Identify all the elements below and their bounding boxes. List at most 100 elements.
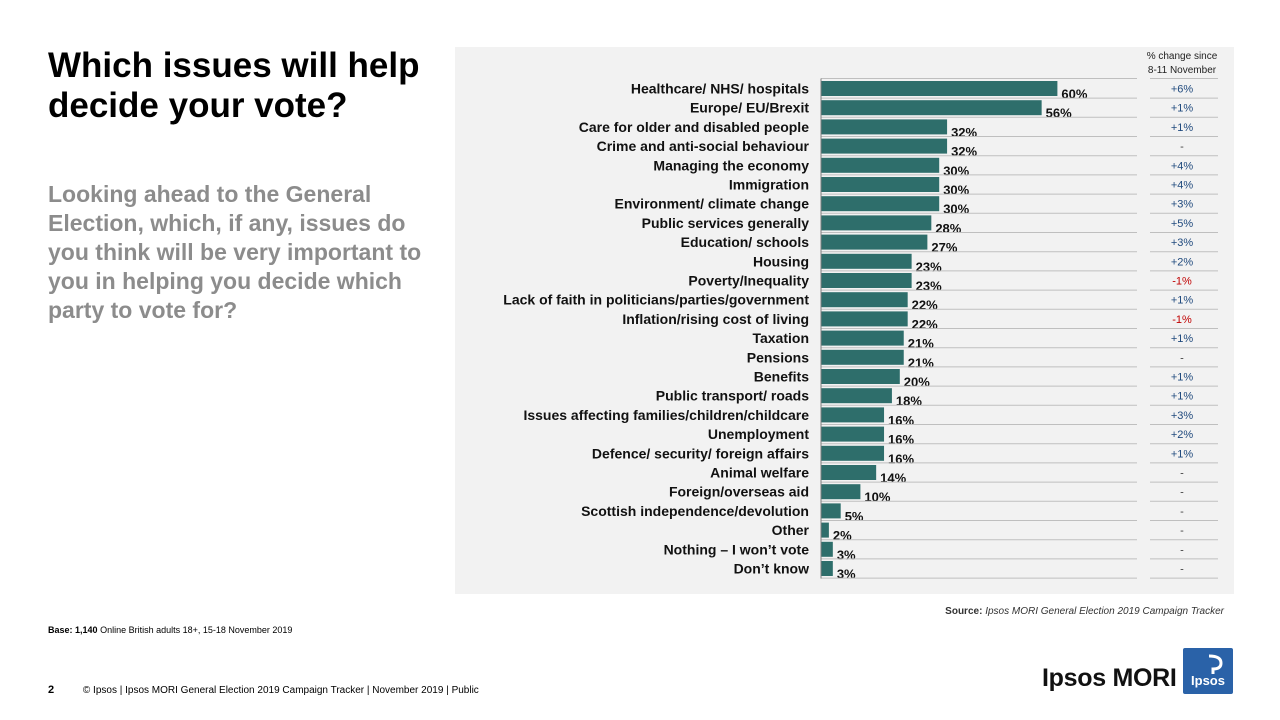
change-value: - <box>1180 544 1184 556</box>
base-count: 1,140 <box>75 625 98 635</box>
base-text: Online British adults 18+, 15-18 Novembe… <box>100 625 293 635</box>
category-label: Inflation/rising cost of living <box>622 311 809 327</box>
value-label: 32% <box>951 125 977 140</box>
bar <box>821 426 885 442</box>
change-value: +1% <box>1171 122 1194 134</box>
category-label: Europe/ EU/Brexit <box>690 100 809 116</box>
bar <box>821 292 908 308</box>
category-label: Unemployment <box>708 426 809 442</box>
change-value: +2% <box>1171 429 1194 441</box>
bar <box>821 273 912 288</box>
page-number: 2 <box>48 684 55 696</box>
category-label: Scottish independence/devolution <box>581 503 809 519</box>
value-label: 3% <box>837 547 856 562</box>
bar <box>821 177 940 192</box>
category-label: Benefits <box>754 369 809 385</box>
change-value: +1% <box>1171 391 1194 403</box>
change-value: +5% <box>1171 218 1194 230</box>
value-label: 56% <box>1046 106 1072 121</box>
source-note: Source: Ipsos MORI General Election 2019… <box>945 606 1224 617</box>
bar <box>821 503 841 519</box>
bar <box>821 561 833 576</box>
value-label: 60% <box>1061 87 1087 102</box>
value-label: 21% <box>908 336 934 351</box>
category-label: Lack of faith in politicians/parties/gov… <box>503 292 809 308</box>
value-label: 5% <box>845 509 864 524</box>
footer-text: © Ipsos | Ipsos MORI General Election 20… <box>82 685 479 696</box>
value-label: 3% <box>837 567 856 582</box>
category-label: Public transport/ roads <box>656 388 809 404</box>
category-label: Issues affecting families/children/child… <box>523 407 809 423</box>
category-label: Taxation <box>752 330 809 346</box>
logo-swoosh-icon <box>1208 654 1223 674</box>
value-label: 14% <box>880 471 906 486</box>
change-value: - <box>1180 141 1184 153</box>
bar <box>821 445 885 461</box>
value-label: 22% <box>912 317 938 332</box>
value-label: 32% <box>951 144 977 159</box>
bar <box>821 369 900 384</box>
value-label: 16% <box>888 413 914 428</box>
category-label: Care for older and disabled people <box>579 119 809 135</box>
category-label: Other <box>772 522 810 538</box>
bar <box>821 157 940 173</box>
change-value: - <box>1180 506 1184 518</box>
value-label: 30% <box>943 183 969 198</box>
bar <box>821 465 877 480</box>
logo-text: Ipsos <box>1191 673 1225 688</box>
value-label: 16% <box>888 451 914 466</box>
change-value: +1% <box>1171 103 1194 115</box>
bar <box>821 100 1042 116</box>
change-value: - <box>1180 468 1184 480</box>
base-note: Base: 1,140 Online British adults 18+, 1… <box>48 625 292 635</box>
value-label: 20% <box>904 375 930 390</box>
brand-name: Ipsos MORI <box>1042 664 1177 692</box>
change-value: -1% <box>1172 276 1192 288</box>
chart-panel: % change since 8-11 November Healthcare/… <box>455 47 1234 594</box>
value-label: 28% <box>935 221 961 236</box>
bar <box>821 349 904 365</box>
slide-title: Which issues will help decide your vote? <box>48 46 420 125</box>
category-label: Education/ schools <box>681 234 810 250</box>
change-value: +1% <box>1171 372 1194 384</box>
value-label: 22% <box>912 298 938 313</box>
footer: 2 © Ipsos | Ipsos MORI General Election … <box>48 684 479 696</box>
question-text: Looking ahead to the General Election, w… <box>48 181 422 323</box>
bar <box>821 484 861 500</box>
change-value: - <box>1180 564 1184 576</box>
bar <box>821 119 948 135</box>
change-value: +6% <box>1171 84 1194 96</box>
issues-bar-chart: % change since 8-11 November Healthcare/… <box>503 51 1218 582</box>
value-label: 18% <box>896 394 922 409</box>
category-label: Environment/ climate change <box>615 196 810 212</box>
category-label: Pensions <box>747 349 809 365</box>
bar <box>821 407 885 423</box>
category-label: Poverty/Inequality <box>688 273 809 289</box>
value-label: 21% <box>908 355 934 370</box>
change-value: - <box>1180 352 1184 364</box>
category-label: Don’t know <box>734 561 810 577</box>
value-label: 10% <box>864 490 890 505</box>
category-label: Healthcare/ NHS/ hospitals <box>631 81 809 97</box>
source-text: Ipsos MORI General Election 2019 Campaig… <box>985 606 1224 617</box>
change-header-line2: 8-11 November <box>1148 65 1217 76</box>
change-value: - <box>1180 525 1184 537</box>
ipsos-logo: Ipsos <box>1183 648 1233 694</box>
bar <box>821 215 932 231</box>
source-label: Source: <box>945 606 983 617</box>
bar <box>821 234 928 250</box>
value-label: 27% <box>931 240 957 255</box>
category-label: Managing the economy <box>653 157 809 173</box>
category-label: Nothing – I won’t vote <box>664 541 810 557</box>
value-label: 2% <box>833 528 852 543</box>
value-label: 23% <box>916 279 942 294</box>
change-value: +4% <box>1171 180 1194 192</box>
bar <box>821 138 948 154</box>
change-value: - <box>1180 487 1184 499</box>
change-value: +1% <box>1171 295 1194 307</box>
change-value: +2% <box>1171 256 1194 268</box>
category-label: Animal welfare <box>710 465 809 481</box>
value-label: 30% <box>943 202 969 217</box>
category-label: Foreign/overseas aid <box>669 484 809 500</box>
bar <box>821 541 833 557</box>
